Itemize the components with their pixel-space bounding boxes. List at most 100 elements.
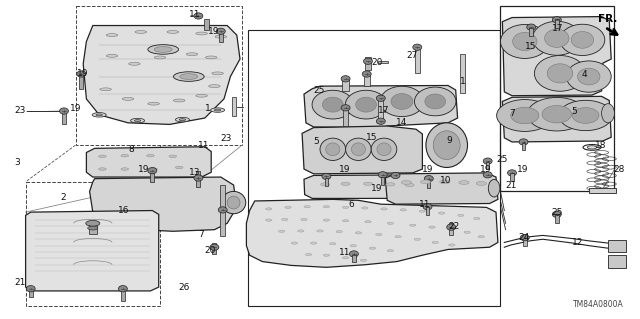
Text: 3: 3 [14, 158, 20, 167]
Ellipse shape [432, 241, 438, 244]
Text: 19: 19 [517, 165, 529, 174]
Ellipse shape [371, 138, 397, 160]
Bar [212, 243, 216, 255]
Ellipse shape [342, 219, 349, 222]
Text: 6: 6 [349, 200, 355, 209]
Ellipse shape [346, 90, 387, 119]
Ellipse shape [572, 108, 599, 123]
Ellipse shape [330, 243, 336, 245]
Ellipse shape [323, 254, 330, 256]
Bar [342, 78, 349, 91]
Ellipse shape [511, 107, 539, 124]
Text: 7: 7 [198, 230, 204, 239]
Bar [205, 19, 209, 31]
Ellipse shape [312, 90, 353, 119]
Ellipse shape [360, 259, 367, 261]
Text: 25: 25 [496, 155, 508, 164]
Bar [364, 73, 370, 86]
Ellipse shape [410, 224, 416, 226]
Bar [428, 181, 430, 188]
Bar [460, 54, 465, 93]
Ellipse shape [387, 222, 394, 225]
Ellipse shape [326, 143, 340, 156]
Ellipse shape [369, 247, 376, 249]
Ellipse shape [532, 21, 581, 55]
Ellipse shape [438, 212, 445, 214]
Ellipse shape [364, 58, 372, 64]
Polygon shape [302, 126, 422, 174]
Ellipse shape [60, 108, 68, 114]
Text: 17: 17 [378, 106, 389, 115]
Bar [522, 143, 525, 150]
Ellipse shape [106, 34, 118, 37]
Text: 15: 15 [525, 42, 536, 51]
Ellipse shape [88, 226, 98, 230]
Ellipse shape [602, 104, 614, 123]
Bar [26, 182, 160, 306]
Ellipse shape [500, 25, 549, 58]
Ellipse shape [545, 29, 569, 47]
Ellipse shape [459, 181, 469, 184]
Ellipse shape [336, 230, 342, 233]
Bar [378, 61, 388, 63]
Ellipse shape [186, 53, 198, 56]
Ellipse shape [356, 97, 376, 112]
Polygon shape [83, 26, 240, 124]
Text: 23: 23 [14, 106, 26, 115]
Bar [219, 33, 223, 42]
Ellipse shape [305, 253, 312, 256]
Ellipse shape [478, 235, 484, 238]
Ellipse shape [154, 47, 172, 52]
Ellipse shape [266, 208, 272, 210]
Ellipse shape [304, 206, 310, 208]
Text: 11: 11 [339, 248, 351, 256]
Ellipse shape [100, 88, 111, 91]
Ellipse shape [378, 172, 387, 178]
Ellipse shape [121, 154, 129, 157]
Ellipse shape [513, 33, 537, 51]
Bar [426, 207, 429, 215]
Ellipse shape [77, 71, 86, 77]
Bar [79, 76, 83, 89]
Text: 16: 16 [118, 206, 130, 215]
Ellipse shape [122, 98, 134, 100]
Ellipse shape [429, 226, 435, 228]
Text: TM84A0800A: TM84A0800A [573, 300, 624, 309]
Ellipse shape [175, 166, 183, 169]
Bar [486, 162, 489, 169]
Ellipse shape [559, 100, 612, 131]
Polygon shape [90, 177, 237, 231]
Ellipse shape [578, 68, 600, 85]
Ellipse shape [364, 182, 372, 185]
Ellipse shape [134, 120, 141, 122]
Bar [353, 255, 356, 262]
Text: 19: 19 [371, 184, 383, 193]
Ellipse shape [194, 13, 203, 19]
Ellipse shape [483, 158, 492, 164]
Bar [232, 97, 236, 116]
Ellipse shape [380, 86, 424, 117]
Text: 24: 24 [518, 233, 530, 242]
Bar [555, 19, 559, 28]
Ellipse shape [99, 168, 106, 170]
Ellipse shape [425, 94, 445, 109]
Ellipse shape [135, 31, 147, 33]
Text: 20: 20 [205, 246, 216, 255]
Ellipse shape [488, 179, 500, 197]
Ellipse shape [552, 17, 561, 23]
Text: 12: 12 [572, 238, 583, 247]
Ellipse shape [106, 54, 118, 57]
Bar [325, 178, 328, 186]
Bar [608, 240, 626, 252]
Text: 1: 1 [460, 77, 465, 86]
Bar [449, 223, 453, 234]
Ellipse shape [497, 100, 553, 131]
Ellipse shape [266, 219, 272, 221]
Ellipse shape [400, 209, 406, 211]
Ellipse shape [387, 249, 394, 252]
Text: 26: 26 [178, 283, 189, 292]
Text: 18: 18 [595, 141, 607, 150]
Ellipse shape [323, 97, 343, 112]
Text: 8: 8 [128, 145, 134, 154]
Bar [523, 234, 527, 246]
